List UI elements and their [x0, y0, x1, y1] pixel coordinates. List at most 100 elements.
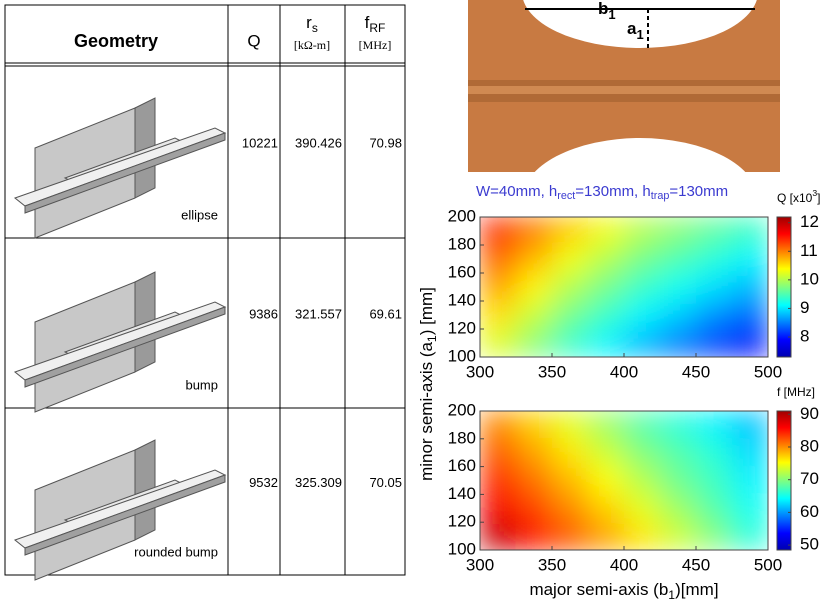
heat-cell	[696, 494, 733, 523]
heat-cell	[660, 245, 697, 274]
colorbar-tick-label: 80	[800, 436, 819, 455]
label-text: b	[598, 0, 608, 18]
heat-cell	[516, 273, 553, 302]
heat-cell	[552, 438, 589, 468]
heat-cell	[552, 245, 589, 274]
header-text: f	[365, 13, 370, 32]
chart-title: W=40mm, hrect=130mm, htrap=130mm	[476, 183, 728, 202]
heat-cell	[588, 466, 625, 495]
heat-cell	[480, 245, 517, 274]
heat-cell	[624, 411, 661, 440]
header-geometry: Geometry	[74, 31, 158, 51]
x-tick-label: 350	[538, 362, 566, 381]
heatmap	[480, 411, 768, 550]
colorbar-tick-label: 8	[800, 326, 809, 345]
header-sub: s	[312, 21, 318, 35]
colorbar-tick-label: 12	[800, 212, 819, 231]
heat-cell	[624, 466, 661, 495]
heat-cell	[516, 494, 553, 523]
x-axis-label: major semi-axis (b1)[mm]	[529, 580, 718, 602]
heat-cell	[732, 438, 768, 468]
geometry-name: rounded bump	[134, 544, 218, 559]
heat-cell	[696, 245, 733, 274]
heat-cell	[624, 522, 661, 550]
header-unit: [kΩ-m]	[294, 38, 330, 52]
heat-cell	[516, 438, 553, 468]
heat-cell	[660, 466, 697, 495]
heat-cell	[660, 494, 697, 523]
heat-cell	[516, 522, 553, 550]
y-tick-label: 140	[448, 290, 476, 309]
rs-value: 390.426	[295, 135, 342, 150]
heat-cell	[660, 217, 697, 246]
text-part: ) [mm]	[417, 287, 436, 335]
y-tick-label: 180	[448, 428, 476, 447]
heat-cell	[516, 329, 553, 357]
x-tick-label: 300	[466, 555, 494, 574]
heat-cell	[480, 273, 517, 302]
heat-cell	[516, 301, 553, 330]
heat-cell	[480, 522, 517, 550]
y-axis-label: minor semi-axis (a1) [mm]	[417, 287, 439, 481]
heat-cell	[552, 217, 589, 246]
heat-cell	[552, 466, 589, 495]
heat-cell	[732, 411, 768, 440]
heatmap-cells	[480, 217, 768, 357]
heat-cell	[732, 466, 768, 495]
sub-text: 3	[812, 188, 817, 198]
heat-cell	[660, 273, 697, 302]
heat-cell	[552, 522, 589, 550]
colorbar-label: f [MHz]	[777, 385, 815, 399]
colorbar	[776, 410, 792, 551]
heat-cell	[516, 466, 553, 495]
heat-cell	[732, 245, 768, 274]
y-tick-label: 120	[448, 318, 476, 337]
heat-cell	[660, 411, 697, 440]
x-tick-label: 400	[610, 362, 638, 381]
q-value: 9386	[249, 306, 278, 321]
heat-cell	[696, 466, 733, 495]
heat-cell	[696, 217, 733, 246]
y-tick-label: 120	[448, 512, 476, 531]
heat-cell	[516, 411, 553, 440]
heat-cell	[732, 329, 768, 357]
x-tick-label: 400	[610, 555, 638, 574]
heat-cell	[696, 301, 733, 330]
text-part: ]	[817, 191, 820, 205]
frf-value: 69.61	[369, 306, 402, 321]
rs-value: 325.309	[295, 475, 342, 490]
table-border	[4, 4, 406, 576]
heat-cell	[624, 438, 661, 468]
x-tick-label: 450	[682, 555, 710, 574]
label-sub: 1	[636, 27, 643, 42]
colorbar-tick-label: 10	[800, 269, 819, 288]
heat-cell	[624, 245, 661, 274]
heat-cell	[588, 329, 625, 357]
colorbar	[776, 216, 792, 358]
colorbar-tick-label: 90	[800, 404, 819, 423]
heat-cell	[732, 217, 768, 246]
heat-cell	[588, 522, 625, 550]
text-part: =130mm, h	[575, 183, 650, 200]
text-part: f [MHz]	[777, 385, 815, 399]
heat-cell	[696, 329, 733, 357]
colorbar-tick-label: 11	[800, 241, 818, 260]
heat-cell	[480, 329, 517, 357]
heat-cell	[660, 522, 697, 550]
text-part: )[mm]	[675, 580, 718, 599]
y-tick-label: 200	[448, 206, 476, 225]
heat-cell	[588, 301, 625, 330]
y-tick-label: 180	[448, 234, 476, 253]
colorbar-tick-label: 70	[800, 469, 819, 488]
heat-cell	[480, 301, 517, 330]
heat-cell	[696, 438, 733, 468]
frf-value: 70.05	[369, 475, 402, 490]
heat-cell	[624, 329, 661, 357]
header-sub: RF	[369, 21, 385, 35]
y-tick-label: 160	[448, 456, 476, 475]
heat-cell	[480, 494, 517, 523]
text-part: minor semi-axis (a	[417, 342, 436, 481]
heat-cell	[588, 273, 625, 302]
heat-cell	[732, 301, 768, 330]
